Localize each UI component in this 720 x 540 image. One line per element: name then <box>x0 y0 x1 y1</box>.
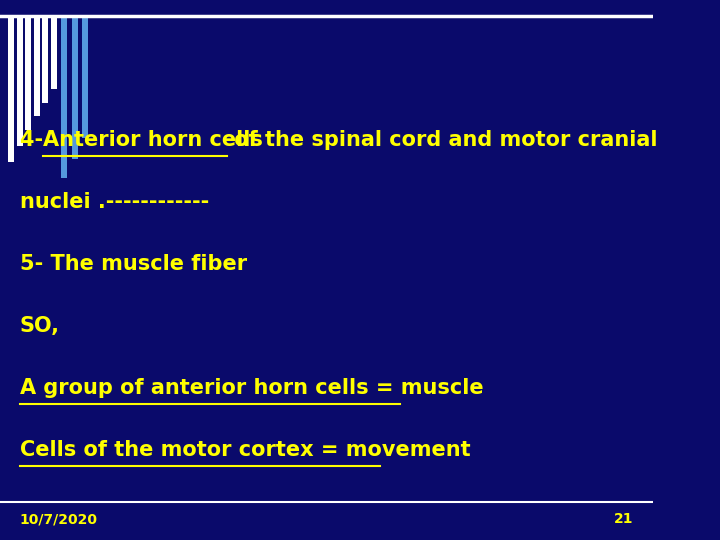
Text: Cells of the motor cortex = movement: Cells of the motor cortex = movement <box>19 440 470 460</box>
Text: 10/7/2020: 10/7/2020 <box>19 512 98 526</box>
Text: Anterior horn cells: Anterior horn cells <box>43 130 263 150</box>
Bar <box>34 16 40 116</box>
Text: SO,: SO, <box>19 316 60 336</box>
Bar <box>42 16 48 103</box>
Bar <box>25 16 32 130</box>
Text: 21: 21 <box>614 512 634 526</box>
Text: A group of anterior horn cells = muscle: A group of anterior horn cells = muscle <box>19 378 483 398</box>
Text: nuclei .------------: nuclei .------------ <box>19 192 209 212</box>
Text: 4-: 4- <box>19 130 50 150</box>
Text: 5- The muscle fiber: 5- The muscle fiber <box>19 254 247 274</box>
Bar <box>51 16 57 89</box>
Text: of the spinal cord and motor cranial: of the spinal cord and motor cranial <box>228 130 658 150</box>
Bar <box>17 16 23 146</box>
Bar <box>61 16 67 178</box>
Bar <box>9 16 14 162</box>
Bar <box>72 16 78 159</box>
Bar <box>82 16 88 138</box>
